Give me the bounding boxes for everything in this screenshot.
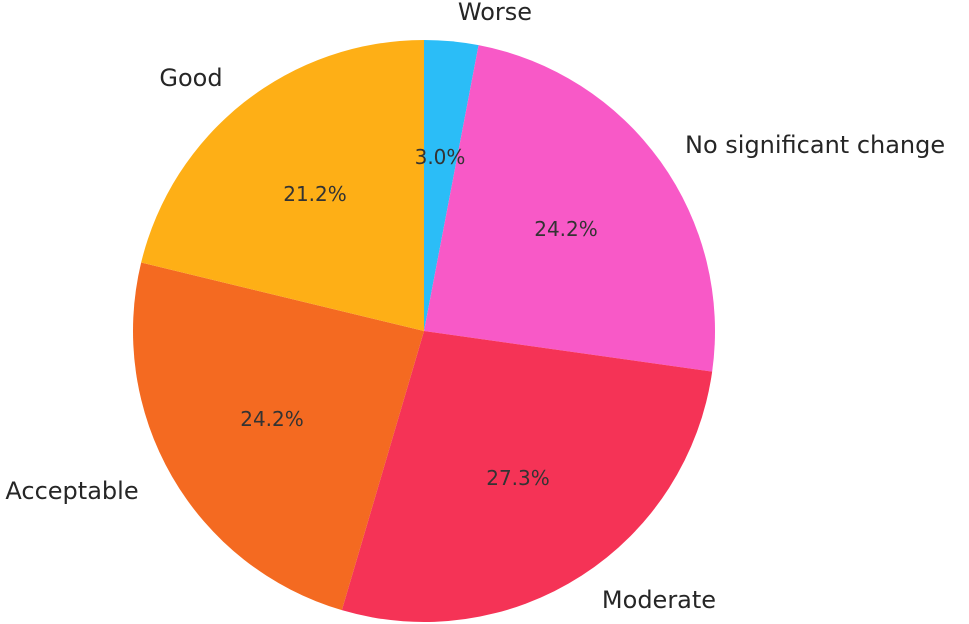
pie-slice-no-significant-change [424,45,716,372]
pie-slice-acceptable [132,262,424,611]
slice-label-acceptable: Acceptable [5,477,138,505]
slice-pct-label-worse: 3.0% [415,145,466,169]
slice-pct-label-acceptable: 24.2% [240,407,304,431]
pie-slice-good [141,40,424,331]
slice-pct-label-good: 21.2% [283,182,347,206]
pie-slice-moderate [341,331,713,623]
slice-label-moderate: Moderate [602,586,716,614]
pie-slices [132,40,716,623]
slice-pct-label-no-significant-change: 24.2% [534,217,598,241]
slice-pct-label-moderate: 27.3% [486,466,550,490]
slice-label-worse: Worse [458,0,532,26]
slice-label-good: Good [159,64,222,92]
pie-slice-worse [424,40,479,331]
slice-label-no-significant-change: No significant change [685,131,945,159]
